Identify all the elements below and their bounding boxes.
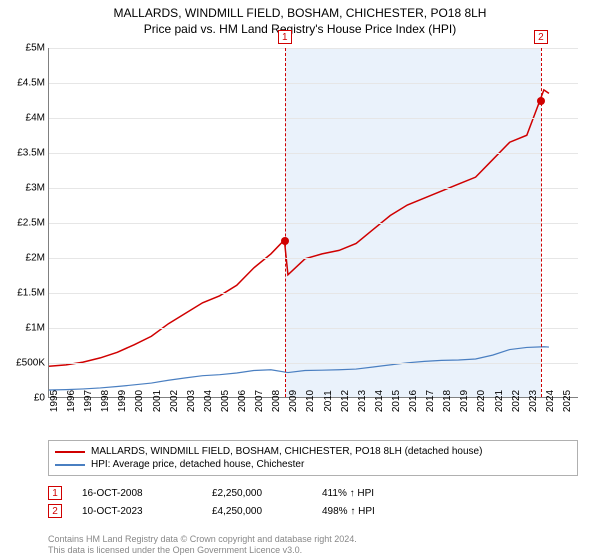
y-tick-label: £0 [34, 393, 45, 404]
marker-dot [537, 97, 545, 105]
gridline [49, 48, 578, 49]
x-tick-label: 1997 [83, 390, 94, 412]
x-tick-label: 2015 [391, 390, 402, 412]
chart-container: MALLARDS, WINDMILL FIELD, BOSHAM, CHICHE… [0, 0, 600, 560]
gridline [49, 118, 578, 119]
x-tick-label: 2009 [288, 390, 299, 412]
x-tick-label: 2017 [425, 390, 436, 412]
x-tick-label: 2011 [323, 390, 334, 412]
y-tick-label: £5M [26, 43, 45, 54]
x-tick-label: 2023 [528, 390, 539, 412]
gridline [49, 258, 578, 259]
sale-pct: 411% ↑ HPI [322, 488, 412, 499]
legend-label: HPI: Average price, detached house, Chic… [91, 459, 304, 470]
x-tick-label: 2012 [340, 390, 351, 412]
legend: MALLARDS, WINDMILL FIELD, BOSHAM, CHICHE… [48, 440, 578, 476]
y-tick-label: £3.5M [17, 148, 45, 159]
legend-row: MALLARDS, WINDMILL FIELD, BOSHAM, CHICHE… [55, 445, 571, 458]
sale-row: 2 10-OCT-2023 £4,250,000 498% ↑ HPI [48, 502, 578, 520]
gridline [49, 328, 578, 329]
gridline [49, 293, 578, 294]
y-tick-label: £1M [26, 323, 45, 334]
x-tick-label: 2008 [271, 390, 282, 412]
sale-price: £2,250,000 [212, 488, 302, 499]
footer-line1: Contains HM Land Registry data © Crown c… [48, 534, 357, 545]
gridline [49, 363, 578, 364]
gridline [49, 83, 578, 84]
footer-line2: This data is licensed under the Open Gov… [48, 545, 357, 556]
x-tick-label: 2021 [494, 390, 505, 412]
sale-marker-box: 1 [48, 486, 62, 500]
footer: Contains HM Land Registry data © Crown c… [48, 534, 357, 556]
marker-label-box: 1 [278, 30, 292, 44]
plot-area: £0£500K£1M£1.5M£2M£2.5M£3M£3.5M£4M£4.5M£… [48, 48, 578, 398]
y-tick-label: £3M [26, 183, 45, 194]
sale-row: 1 16-OCT-2008 £2,250,000 411% ↑ HPI [48, 484, 578, 502]
x-tick-label: 1999 [117, 390, 128, 412]
series-property [49, 90, 549, 366]
sale-price: £4,250,000 [212, 506, 302, 517]
y-tick-label: £2M [26, 253, 45, 264]
x-tick-label: 2010 [305, 390, 316, 412]
marker-dot [281, 237, 289, 245]
x-tick-label: 2016 [408, 390, 419, 412]
gridline [49, 223, 578, 224]
y-tick-label: £4.5M [17, 78, 45, 89]
legend-swatch [55, 451, 85, 453]
legend-swatch [55, 464, 85, 466]
sale-marker-box: 2 [48, 504, 62, 518]
y-tick-label: £4M [26, 113, 45, 124]
marker-vline [285, 48, 286, 397]
sales-table: 1 16-OCT-2008 £2,250,000 411% ↑ HPI 2 10-OCT-… [48, 484, 578, 520]
y-tick-label: £2.5M [17, 218, 45, 229]
x-tick-label: 1996 [66, 390, 77, 412]
x-tick-label: 1998 [100, 390, 111, 412]
x-tick-label: 2004 [203, 390, 214, 412]
title-address: MALLARDS, WINDMILL FIELD, BOSHAM, CHICHE… [0, 6, 600, 20]
x-tick-label: 2013 [357, 390, 368, 412]
sale-date: 16-OCT-2008 [82, 488, 192, 499]
sale-date: 10-OCT-2023 [82, 506, 192, 517]
x-tick-label: 2014 [374, 390, 385, 412]
gridline [49, 153, 578, 154]
x-tick-label: 2003 [186, 390, 197, 412]
legend-row: HPI: Average price, detached house, Chic… [55, 458, 571, 471]
x-tick-label: 2002 [169, 390, 180, 412]
x-tick-label: 2020 [476, 390, 487, 412]
gridline [49, 188, 578, 189]
x-tick-label: 2000 [134, 390, 145, 412]
x-tick-label: 2018 [442, 390, 453, 412]
x-tick-label: 2005 [220, 390, 231, 412]
legend-label: MALLARDS, WINDMILL FIELD, BOSHAM, CHICHE… [91, 446, 482, 457]
x-tick-label: 2024 [545, 390, 556, 412]
series-hpi [49, 347, 549, 390]
x-tick-label: 2007 [254, 390, 265, 412]
x-tick-label: 2025 [562, 390, 573, 412]
y-tick-label: £1.5M [17, 288, 45, 299]
x-tick-label: 2019 [459, 390, 470, 412]
x-tick-label: 1995 [49, 390, 60, 412]
x-tick-label: 2001 [152, 390, 163, 412]
sale-pct: 498% ↑ HPI [322, 506, 412, 517]
y-tick-label: £500K [16, 358, 45, 369]
x-tick-label: 2006 [237, 390, 248, 412]
x-tick-label: 2022 [511, 390, 522, 412]
titles: MALLARDS, WINDMILL FIELD, BOSHAM, CHICHE… [0, 0, 600, 36]
title-subtitle: Price paid vs. HM Land Registry's House … [0, 22, 600, 36]
marker-label-box: 2 [534, 30, 548, 44]
